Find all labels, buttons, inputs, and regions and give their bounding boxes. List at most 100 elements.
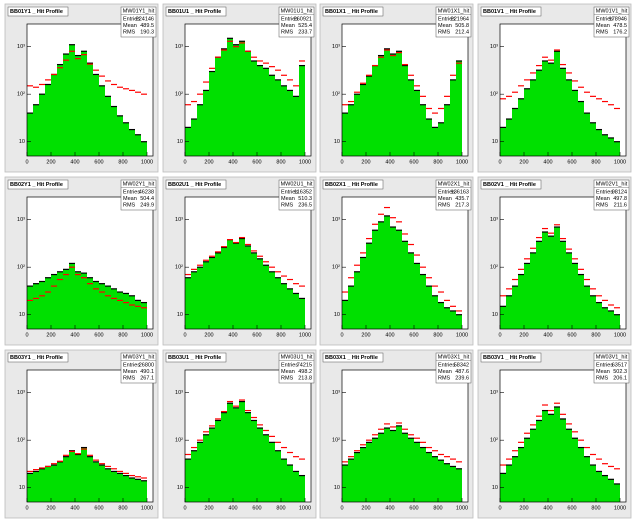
histogram-bar	[402, 433, 408, 502]
histogram-bar	[257, 428, 263, 502]
stats-value: 63517	[612, 362, 627, 368]
plot-frame	[26, 23, 154, 157]
x-tick-label: 600	[567, 159, 576, 165]
stats-label: RMS	[123, 202, 136, 208]
stats-value: 211.6	[614, 202, 627, 208]
x-tick-label: 400	[228, 332, 237, 338]
histogram-bar	[245, 51, 251, 156]
chart-title: BB03U1 _ Hit Profile	[168, 355, 221, 361]
histogram-bar	[420, 104, 426, 156]
histogram-bar	[542, 410, 548, 502]
histogram-bar	[512, 456, 518, 502]
histogram-bar	[542, 60, 548, 156]
x-tick-label: 400	[543, 505, 552, 511]
histogram-bar	[426, 286, 432, 329]
x-tick-label: 0	[183, 332, 186, 338]
histogram-bar	[518, 274, 524, 329]
title-box	[7, 6, 69, 17]
histogram-bar	[614, 141, 620, 156]
stats-label: Entries	[596, 189, 613, 195]
histogram-bar	[566, 79, 572, 156]
histogram-bar	[584, 113, 590, 156]
histogram-bar	[506, 465, 512, 502]
x-tick-label: 0	[340, 159, 343, 165]
title-box	[165, 352, 227, 363]
histogram-bar	[354, 94, 360, 156]
histogram-bar	[81, 447, 87, 502]
stats-name: MW02V1_hit	[596, 181, 628, 187]
x-tick-label: 0	[25, 332, 28, 338]
plot-frame	[499, 23, 627, 157]
stats-value: 26800	[139, 362, 154, 368]
plot-frame	[26, 369, 154, 503]
histogram-bar	[221, 412, 227, 502]
histogram-bar	[366, 243, 372, 329]
histogram-bar	[69, 450, 75, 502]
x-tick-label: 600	[567, 332, 576, 338]
histogram-bar	[608, 479, 614, 502]
stats-box	[435, 352, 472, 384]
x-tick-label: 400	[70, 505, 79, 511]
histogram-bar	[378, 221, 384, 329]
histogram-bar	[111, 288, 117, 329]
histogram-bar	[191, 119, 197, 156]
histogram-bar	[293, 96, 299, 156]
histogram-bar	[93, 461, 99, 502]
histogram-bar	[63, 456, 69, 502]
stats-label: Mean	[596, 23, 610, 29]
chart-title: BB02V1 _ Hit Profile	[483, 182, 536, 188]
histogram-bar	[530, 252, 536, 329]
x-tick-label: 600	[94, 505, 103, 511]
histogram-bar	[227, 403, 233, 502]
stats-label: RMS	[596, 202, 609, 208]
histogram-bar	[438, 122, 444, 156]
histogram-bar	[99, 283, 105, 329]
x-tick-label: 600	[94, 332, 103, 338]
x-tick-label: 400	[70, 332, 79, 338]
stats-name: MW02X1_hit	[438, 181, 470, 187]
title-box	[165, 179, 227, 190]
histogram-bar	[33, 104, 39, 156]
histogram-bar	[402, 65, 408, 156]
histogram-bar	[456, 468, 462, 502]
stats-box	[435, 179, 472, 211]
histogram-bar	[287, 288, 293, 329]
histogram-bar	[396, 51, 402, 156]
x-tick-label: 800	[276, 159, 285, 165]
x-tick-label: 1000	[614, 159, 626, 165]
histogram-bar	[209, 257, 215, 329]
x-tick-label: 600	[409, 159, 418, 165]
x-tick-label: 200	[361, 332, 370, 338]
y-tick-label: 10³	[17, 44, 25, 50]
histogram-bar	[530, 429, 536, 502]
histogram-bar	[239, 238, 245, 329]
stats-value: 136163	[451, 189, 469, 195]
stats-value: 502.3	[613, 369, 627, 375]
stats-label: Mean	[123, 196, 137, 202]
chart-title: BB03X1 _ Hit Profile	[325, 355, 378, 361]
y-tick-label: 10²	[332, 438, 340, 444]
histogram-bar	[408, 438, 414, 502]
histogram-bar	[123, 122, 129, 156]
histogram-bar	[287, 465, 293, 502]
histogram-bar	[614, 483, 620, 502]
histogram-bar	[524, 88, 530, 156]
histogram-bar	[408, 79, 414, 156]
histogram-bar	[233, 407, 239, 502]
histogram-bar	[75, 55, 81, 157]
histogram-bar	[602, 134, 608, 156]
plot-frame	[341, 369, 469, 503]
histogram-bar	[596, 302, 602, 329]
histogram-bar	[129, 295, 135, 329]
histogram-bar	[215, 420, 221, 502]
stats-box	[120, 352, 157, 384]
stats-label: Entries	[438, 16, 455, 22]
histogram-bar	[578, 101, 584, 156]
histogram-bar	[342, 113, 348, 156]
histogram-bar	[27, 286, 33, 329]
histogram-bar	[45, 277, 51, 329]
histogram-bar	[245, 245, 251, 329]
histogram-bar	[390, 54, 396, 156]
plot-frame	[184, 369, 312, 503]
histogram-bar	[105, 286, 111, 329]
